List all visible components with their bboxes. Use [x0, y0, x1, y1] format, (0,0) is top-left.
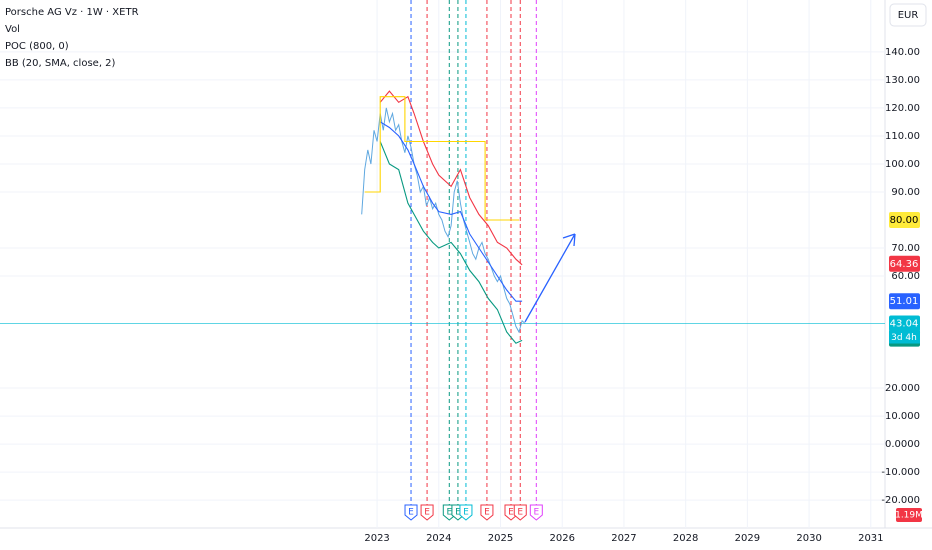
y-tick-label: 10.000: [885, 411, 920, 422]
volume-label-bg: [896, 508, 922, 522]
x-tick-label: 2028: [673, 533, 698, 544]
event-marker: [529, 504, 543, 521]
price-label: 43.04: [890, 319, 919, 330]
event-marker: [513, 504, 527, 521]
event-label: E: [424, 508, 430, 518]
indicator-label: BB (20, SMA, close, 2): [5, 58, 116, 69]
y-tick-label: 20.000: [885, 383, 920, 394]
event-marker: [420, 504, 434, 521]
price-label: 80.00: [890, 215, 919, 226]
event-marker: [459, 504, 473, 521]
y-tick-label: 0.0000: [885, 439, 920, 450]
y-tick-label: 60.00: [891, 271, 920, 282]
y-tick-label: 140.00: [885, 47, 920, 58]
series-line: [379, 121, 523, 302]
series-line: [364, 96, 519, 221]
x-tick-label: 2026: [550, 533, 575, 544]
price-label-bg: [889, 255, 920, 272]
y-tick-label: 70.00: [891, 243, 920, 254]
price-label-bg: [889, 315, 920, 332]
projection-arrow: [524, 233, 576, 323]
x-tick-label: 2030: [796, 533, 821, 544]
currency[interactable]: EUR: [898, 10, 919, 21]
event-marker: [480, 504, 494, 521]
currency-button[interactable]: [889, 3, 927, 27]
chart-title: Porsche AG Vz · 1W · XETR: [5, 7, 139, 18]
x-tick-label: 2024: [426, 533, 451, 544]
price-label-bg: [889, 293, 920, 310]
y-tick-label: -10.000: [881, 467, 920, 478]
x-tick-label: 2027: [611, 533, 636, 544]
event-marker: [404, 504, 418, 521]
countdown: 3d 4h: [891, 333, 917, 343]
countdown-bg: [889, 330, 920, 344]
price-label-bg: [889, 211, 920, 228]
y-tick-label: 130.00: [885, 75, 920, 86]
y-tick-label: 110.00: [885, 131, 920, 142]
event-label: E: [446, 508, 452, 518]
event-label: E: [533, 508, 539, 518]
y-tick-label: 100.00: [885, 159, 920, 170]
event-label: E: [455, 508, 461, 518]
price-label: 51.01: [890, 296, 919, 307]
event-label: E: [517, 508, 523, 518]
x-tick-label: 2029: [735, 533, 760, 544]
x-tick-label: 2031: [858, 533, 883, 544]
indicator-label: POC (800, 0): [5, 41, 69, 52]
series-line: [379, 141, 523, 344]
y-tick-label: 90.00: [891, 187, 920, 198]
series-line: [361, 107, 526, 334]
x-tick-label: 2023: [364, 533, 389, 544]
price-label: 64.36: [890, 259, 919, 270]
event-label: E: [408, 508, 414, 518]
indicator-label: Vol: [5, 24, 20, 35]
x-tick-label: 2025: [488, 533, 513, 544]
y-tick-label: 120.00: [885, 103, 920, 114]
event-label: E: [484, 508, 490, 518]
event-label: E: [463, 508, 469, 518]
volume-label: 1.19M: [895, 511, 923, 521]
y-tick-label: -20.000: [881, 495, 920, 506]
event-label: E: [508, 508, 514, 518]
